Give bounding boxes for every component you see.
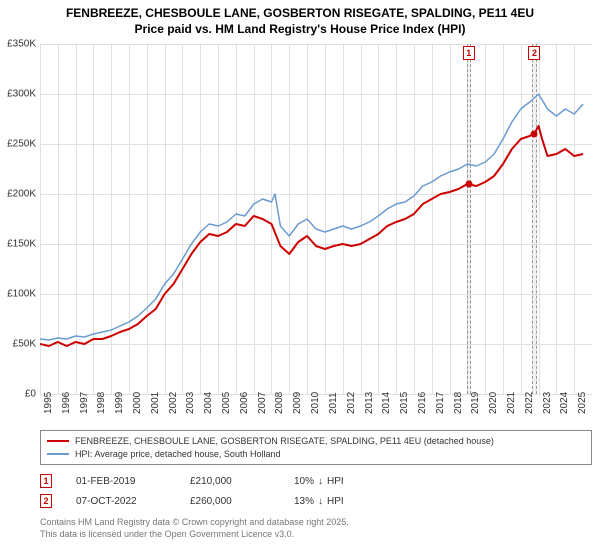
chart-container: FENBREEZE, CHESBOULE LANE, GOSBERTON RIS…	[0, 0, 600, 560]
ytick-label: £100K	[0, 289, 36, 300]
ytick-label: £150K	[0, 239, 36, 250]
sale-price: £210,000	[190, 476, 270, 487]
down-arrow-icon: ↓	[318, 476, 323, 487]
legend-row: HPI: Average price, detached house, Sout…	[47, 448, 585, 461]
sales-row: 2 07-OCT-2022 £260,000 13% ↓ HPI	[40, 491, 592, 511]
legend-box: FENBREEZE, CHESBOULE LANE, GOSBERTON RIS…	[40, 430, 592, 465]
ytick-label: £250K	[0, 139, 36, 150]
chart-title: FENBREEZE, CHESBOULE LANE, GOSBERTON RIS…	[0, 0, 600, 39]
sale-point	[465, 181, 472, 188]
legend-label: FENBREEZE, CHESBOULE LANE, GOSBERTON RIS…	[75, 435, 494, 448]
sale-date: 01-FEB-2019	[76, 476, 166, 487]
ytick-label: £300K	[0, 89, 36, 100]
legend-label: HPI: Average price, detached house, Sout…	[75, 448, 280, 461]
title-line1: FENBREEZE, CHESBOULE LANE, GOSBERTON RIS…	[8, 6, 592, 22]
chart-svg	[40, 44, 592, 394]
down-arrow-icon: ↓	[318, 496, 323, 507]
ytick-label: £200K	[0, 189, 36, 200]
sale-date: 07-OCT-2022	[76, 496, 166, 507]
sale-marker: 2	[40, 494, 52, 508]
ytick-label: £350K	[0, 39, 36, 50]
attribution-line2: This data is licensed under the Open Gov…	[40, 529, 592, 541]
attribution-line1: Contains HM Land Registry data © Crown c…	[40, 517, 592, 529]
sales-table: 1 01-FEB-2019 £210,000 10% ↓ HPI 2 07-OCT-202…	[40, 471, 592, 511]
series-hpi	[40, 94, 583, 340]
sale-price: £260,000	[190, 496, 270, 507]
title-line2: Price paid vs. HM Land Registry's House …	[8, 22, 592, 38]
ytick-label: £50K	[0, 339, 36, 350]
legend-row: FENBREEZE, CHESBOULE LANE, GOSBERTON RIS…	[47, 435, 585, 448]
series-property	[40, 126, 583, 346]
plot-area: £0£50K£100K£150K£200K£250K£300K£350K1995…	[40, 44, 592, 394]
sales-row: 1 01-FEB-2019 £210,000 10% ↓ HPI	[40, 471, 592, 491]
sale-delta: 13% ↓ HPI	[294, 496, 374, 507]
sale-marker: 1	[40, 474, 52, 488]
attribution: Contains HM Land Registry data © Crown c…	[40, 517, 592, 540]
ytick-label: £0	[0, 389, 36, 400]
sale-delta: 10% ↓ HPI	[294, 476, 374, 487]
legend-swatch	[47, 453, 69, 455]
legend-swatch	[47, 440, 69, 442]
legend-block: FENBREEZE, CHESBOULE LANE, GOSBERTON RIS…	[40, 430, 592, 541]
sale-point	[531, 131, 538, 138]
